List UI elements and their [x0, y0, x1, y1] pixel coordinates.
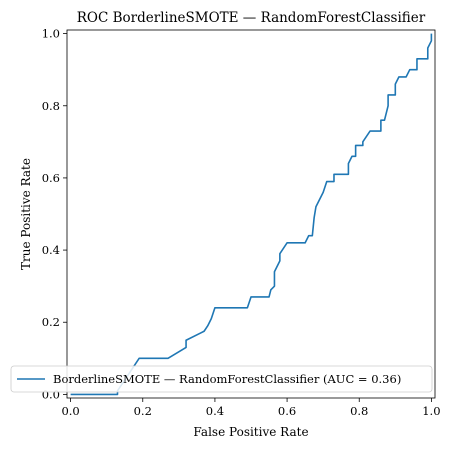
x-tick-label: 0.6: [278, 404, 296, 418]
chart-title: ROC BorderlineSMOTE — RandomForestClassi…: [77, 10, 426, 26]
x-tick-label: 0.0: [61, 404, 79, 418]
y-tick-label: 0.6: [42, 171, 60, 185]
y-tick-label: 0.8: [42, 99, 60, 113]
x-axis-label: False Positive Rate: [193, 425, 308, 439]
y-tick-label: 0.4: [42, 243, 60, 257]
legend-label: BorderlineSMOTE — RandomForestClassifier…: [53, 372, 401, 386]
y-tick-label: 1.0: [42, 27, 60, 41]
roc-curve-line: [70, 33, 433, 396]
y-axis-label: True Positive Rate: [19, 158, 33, 270]
x-tick-label: 0.4: [206, 404, 224, 418]
plot-frame: [66, 29, 436, 399]
y-tick-label: 0.2: [42, 315, 60, 329]
legend-box: [10, 365, 433, 393]
x-tick-label: 0.8: [350, 404, 368, 418]
legend: BorderlineSMOTE — RandomForestClassifier…: [10, 365, 433, 393]
x-tick-label: 0.2: [134, 404, 152, 418]
x-tick-label: 1.0: [422, 404, 440, 418]
